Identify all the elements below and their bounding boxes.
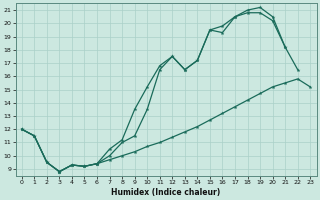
X-axis label: Humidex (Indice chaleur): Humidex (Indice chaleur)	[111, 188, 221, 197]
